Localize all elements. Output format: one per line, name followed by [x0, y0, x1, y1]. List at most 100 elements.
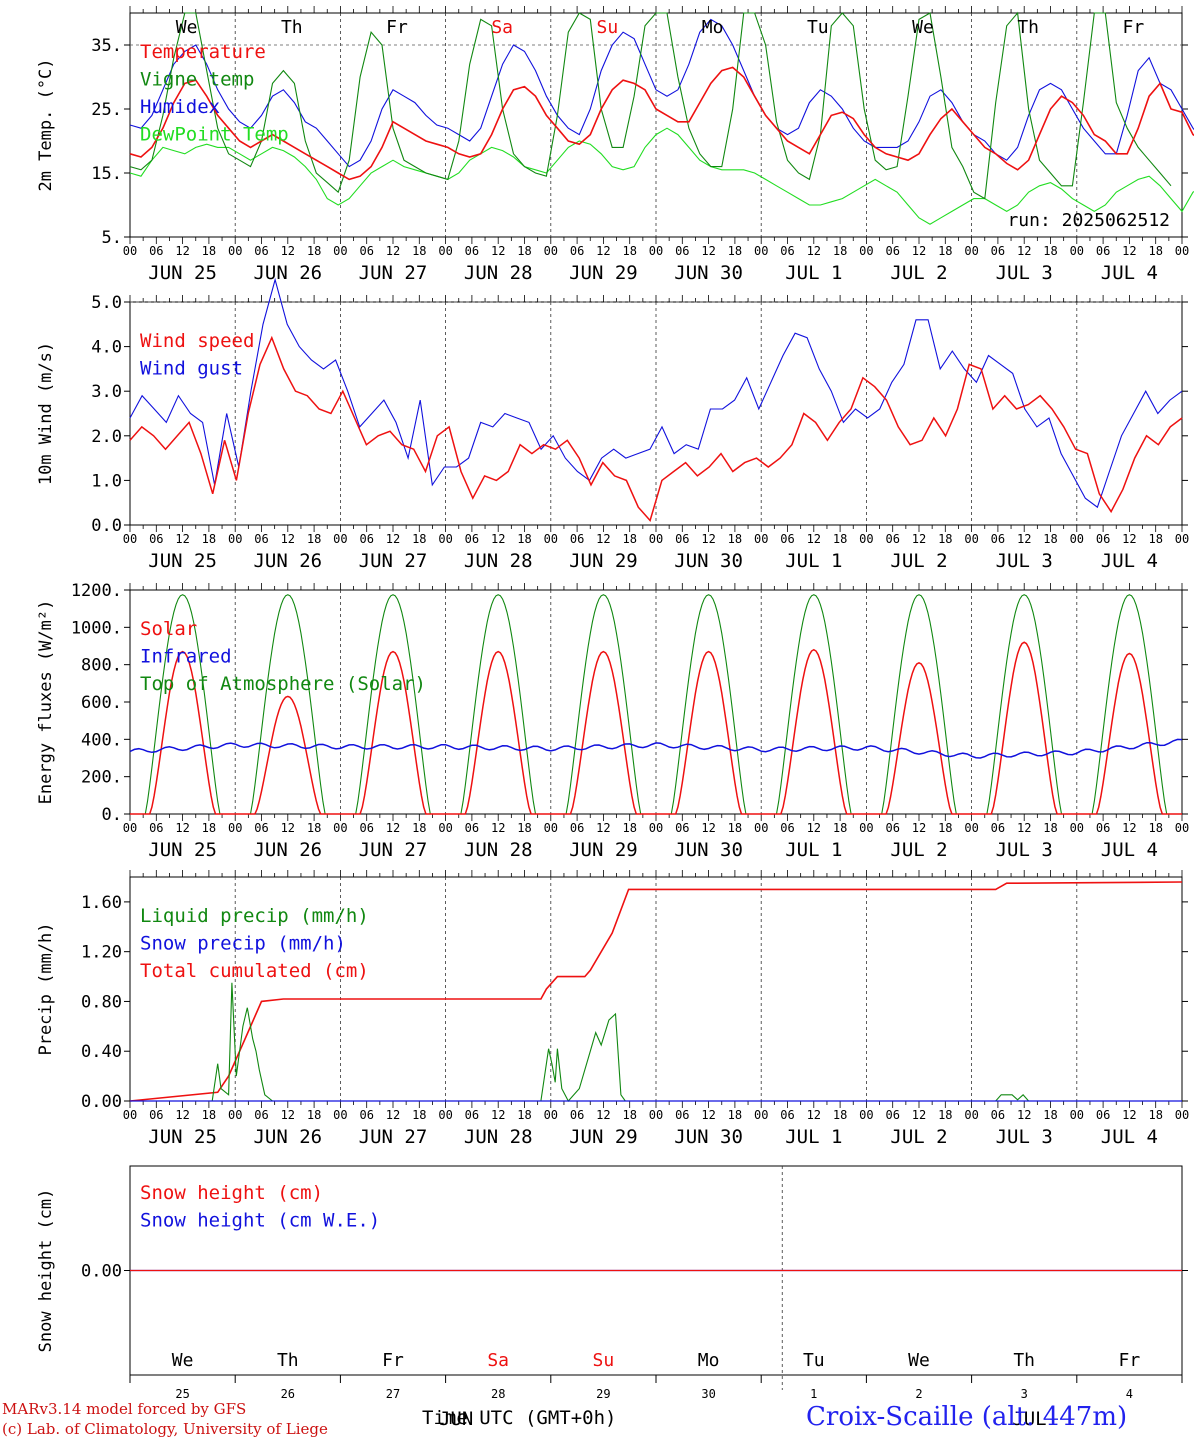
day-name-bottom-0: We: [172, 1350, 194, 1371]
panel-2-hour-label: 18: [938, 821, 952, 835]
panel-2-y-tick-label: 200.: [81, 768, 122, 788]
panel-2-hour-label: 12: [175, 821, 189, 835]
panel-1-hour-label: 06: [675, 532, 689, 546]
panel-0-date-label: JUN 30: [674, 262, 743, 284]
panel-2-date-label: JUL 3: [996, 839, 1053, 861]
panel-2-hour-label: 00: [123, 821, 137, 835]
panel-3-hour-label: 12: [1122, 1108, 1136, 1122]
series-vigne-temp-line: [129, 11, 1172, 200]
month-label-jun: JUN: [439, 1408, 473, 1430]
panel-3-hour-label: 00: [754, 1108, 768, 1122]
day-number-4: 29: [596, 1387, 610, 1401]
panel-3-hour-label: 12: [175, 1108, 189, 1122]
panel-2-date-label: JUN 27: [359, 839, 428, 861]
panel-2-legend-1: Infrared: [140, 646, 232, 668]
panel-1-hour-label: 12: [1017, 532, 1031, 546]
day-name-bottom-3: Sa: [487, 1350, 509, 1371]
panel-1-y-tick-label: 4.0: [91, 338, 122, 358]
panel-0-y-tick-label: 25.: [91, 100, 122, 120]
panel-3-y-tick-label: 0.00: [81, 1092, 122, 1112]
panel-3-hour-label: 18: [307, 1108, 321, 1122]
series-dewpoint-temp-line: [129, 127, 1194, 225]
panel-3-date-label: JUN 26: [253, 1126, 322, 1148]
panel-0-hour-label: 00: [333, 244, 347, 258]
panel-0-y-tick-label: 5.: [102, 228, 122, 248]
panel-2-hour-label: 00: [964, 821, 978, 835]
panel-3-hour-label: 00: [544, 1108, 558, 1122]
panel-3-hour-label: 12: [807, 1108, 821, 1122]
day-number-2: 27: [386, 1387, 400, 1401]
panel-1-hour-label: 06: [254, 532, 268, 546]
panel-0-hour-label: 18: [622, 244, 636, 258]
panel-1-date-label: JUL 2: [890, 550, 947, 572]
day-name-bottom-4: Su: [593, 1350, 615, 1371]
panel-3-y-tick-label: 0.40: [81, 1042, 122, 1062]
day-number-6: 1: [810, 1387, 817, 1401]
panel-2-date-label: JUN 29: [569, 839, 638, 861]
panel-2-hour-label: 06: [780, 821, 794, 835]
panel-1-frame: [129, 301, 1183, 526]
panel-2-y-tick-label: 0.: [102, 805, 122, 825]
panel-3-hour-label: 06: [359, 1108, 373, 1122]
panel-3-hour-label: 00: [123, 1108, 137, 1122]
panel-2-hour-label: 12: [807, 821, 821, 835]
panel-0-hour-label: 00: [544, 244, 558, 258]
panel-0-hour-label: 00: [438, 244, 452, 258]
panel-0-date-label: JUN 29: [569, 262, 638, 284]
panel-1-hour-label: 12: [701, 532, 715, 546]
panel-4-y-tick-label: 0.00: [81, 1262, 122, 1282]
panel-2-hour-label: 00: [859, 821, 873, 835]
panel-0-hour-label: 12: [175, 244, 189, 258]
panel-0-hour-label: 18: [938, 244, 952, 258]
panel-3-hour-label: 06: [780, 1108, 794, 1122]
day-number-1: 26: [281, 1387, 295, 1401]
location-label: Croix-Scaille (alt. 447m): [806, 1402, 1128, 1432]
panel-1-hour-label: 12: [491, 532, 505, 546]
series-total-cumulated-line: [129, 881, 1183, 1102]
panel-1-hour-label: 06: [359, 532, 373, 546]
panel-0-y-tick-label: 15.: [91, 164, 122, 184]
panel-2-hour-label: 00: [754, 821, 768, 835]
panel-3-legend-0: Liquid precip (mm/h): [140, 905, 369, 927]
panel-1-hour-label: 00: [754, 532, 768, 546]
panel-0-hour-label: 06: [465, 244, 479, 258]
panel-1-hour-label: 18: [307, 532, 321, 546]
panel-3-hour-label: 12: [912, 1108, 926, 1122]
panel-0-date-label: JUL 1: [785, 262, 842, 284]
panel-2-date-label: JUL 2: [890, 839, 947, 861]
panel-3-date-label: JUN 27: [359, 1126, 428, 1148]
panel-0-date-label: JUN 27: [359, 262, 428, 284]
panel-0-hour-label: 12: [912, 244, 926, 258]
panel-0-hour-label: 12: [281, 244, 295, 258]
day-number-9: 4: [1126, 1387, 1133, 1401]
panel-3-date-label: JUL 2: [890, 1126, 947, 1148]
panel-3-hour-label: 18: [202, 1108, 216, 1122]
panel-1-hour-label: 00: [649, 532, 663, 546]
panel-3-hour-label: 12: [701, 1108, 715, 1122]
panel-3-hour-label: 18: [938, 1108, 952, 1122]
panel-3-y-axis-label: Precip (mm/h): [36, 922, 56, 1055]
panel-3-hour-label: 00: [438, 1108, 452, 1122]
panel-2-date-label: JUL 4: [1101, 839, 1158, 861]
panel-1-hour-label: 18: [1148, 532, 1162, 546]
panel-2-hour-label: 00: [1175, 821, 1189, 835]
panel-3-hour-label: 00: [228, 1108, 242, 1122]
panel-0-hour-label: 00: [754, 244, 768, 258]
panel-0-hour-label: 00: [228, 244, 242, 258]
panel-1-hour-label: 18: [833, 532, 847, 546]
panel-1-date-label: JUN 29: [569, 550, 638, 572]
panel-3-hour-label: 00: [1175, 1108, 1189, 1122]
panel-2-hour-label: 06: [465, 821, 479, 835]
panel-2-hour-label: 12: [1017, 821, 1031, 835]
panel-2-hour-label: 18: [307, 821, 321, 835]
panel-0-hour-label: 12: [701, 244, 715, 258]
panel-0-hour-label: 06: [675, 244, 689, 258]
day-number-5: 30: [701, 1387, 715, 1401]
panel-0-hour-label: 18: [1043, 244, 1057, 258]
panel-3-date-label: JUL 1: [785, 1126, 842, 1148]
day-name-bottom-5: Mo: [698, 1350, 720, 1371]
panel-2-y-tick-label: 400.: [81, 730, 122, 750]
panel-1-date-label: JUN 27: [359, 550, 428, 572]
panel-2-hour-label: 00: [333, 821, 347, 835]
panel-2-y-tick-label: 600.: [81, 693, 122, 713]
